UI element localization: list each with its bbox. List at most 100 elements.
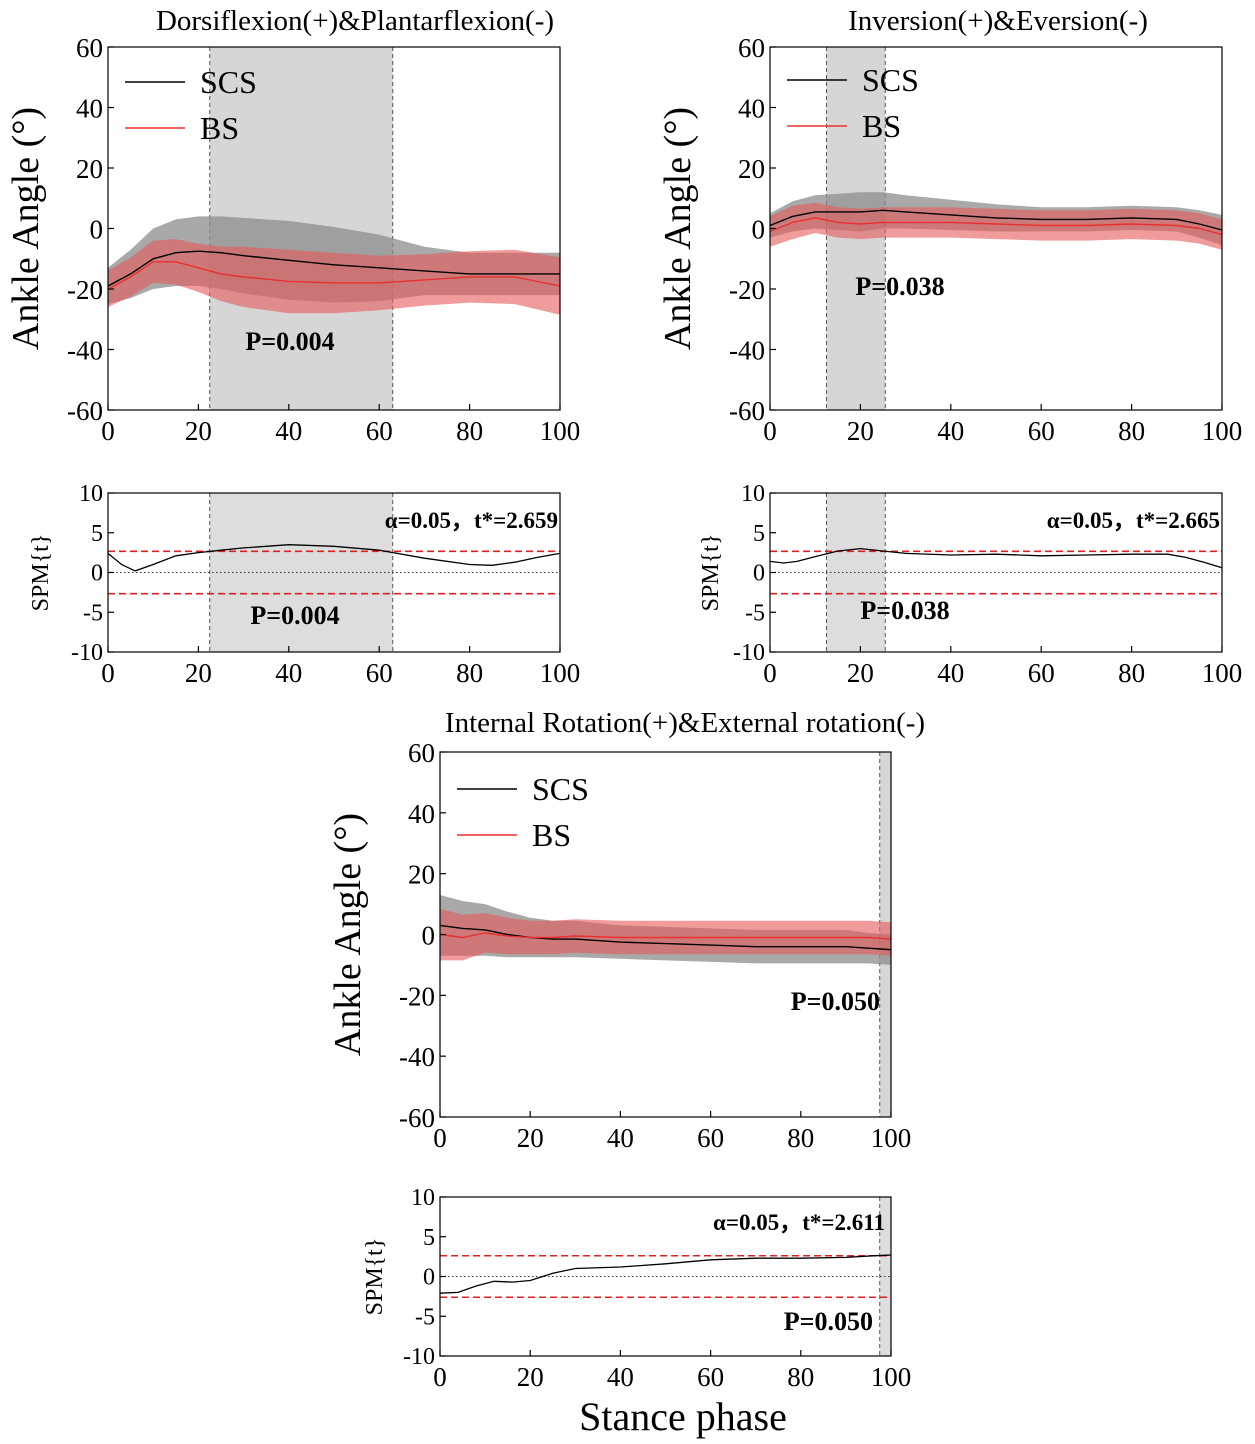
x-tick-label: 20 — [185, 416, 212, 446]
y-tick-label: -20 — [729, 275, 765, 305]
y-tick-label: -40 — [67, 336, 103, 366]
x-tick-label: 80 — [1118, 658, 1145, 688]
p-value-label: P=0.038 — [860, 596, 949, 625]
y-tick-label: 40 — [76, 94, 103, 124]
sd-band-bs — [770, 202, 1222, 250]
x-tick-label: 60 — [1028, 416, 1055, 446]
x-tick-label: 0 — [433, 1362, 447, 1392]
legend-label-bs: BS — [532, 817, 571, 853]
y-tick-label: 5 — [423, 1225, 435, 1251]
chart-title: Dorsiflexion(+)&Plantarflexion(-) — [156, 5, 554, 37]
threshold-label: α=0.05，t*=2.611 — [713, 1210, 885, 1235]
x-tick-label: 20 — [847, 416, 874, 446]
x-tick-label: 40 — [275, 658, 302, 688]
x-tick-label: 40 — [607, 1362, 634, 1392]
y-axis-label: Ankle Angle (°) — [327, 813, 369, 1056]
legend-label-scs: SCS — [200, 64, 257, 100]
threshold-label: α=0.05，t*=2.665 — [1047, 508, 1220, 533]
x-tick-label: 0 — [101, 416, 115, 446]
y-tick-label: 60 — [76, 33, 103, 63]
x-tick-label: 80 — [787, 1362, 814, 1392]
x-tick-label: 60 — [366, 658, 393, 688]
y-tick-label: -40 — [399, 1042, 435, 1072]
p-value-label: P=0.050 — [784, 1307, 873, 1336]
x-tick-label: 40 — [607, 1123, 634, 1153]
y-tick-label: -5 — [83, 600, 103, 626]
ie-angle-panel: SCS BS Inversion(+)&Eversion(-) Ankle Angle… — [657, 5, 1242, 446]
x-tick-label: 100 — [1202, 658, 1243, 688]
y-tick-label: 20 — [408, 860, 435, 890]
y-tick-label: 5 — [753, 521, 765, 547]
y-tick-label: -20 — [399, 981, 435, 1011]
x-tick-label: 40 — [275, 416, 302, 446]
x-tick-label: 20 — [517, 1362, 544, 1392]
x-tick-label: 0 — [763, 658, 777, 688]
x-tick-label: 80 — [787, 1123, 814, 1153]
y-axis-label: Ankle Angle (°) — [657, 107, 699, 350]
y-tick-label: 0 — [90, 215, 104, 245]
p-value-label: P=0.050 — [791, 987, 880, 1016]
ier-angle-panel: SCS BS Internal Rotation(+)&External rotat… — [327, 707, 925, 1153]
y-tick-label: 20 — [76, 154, 103, 184]
x-tick-label: 60 — [697, 1362, 724, 1392]
y-tick-label: 10 — [411, 1185, 435, 1211]
y-tick-label: -10 — [733, 640, 765, 666]
mean-line-scs — [439, 924, 892, 951]
mean-line-bs — [769, 217, 1223, 236]
y-axis-label: SPM{t} — [698, 534, 724, 612]
y-tick-label: 0 — [91, 561, 103, 587]
x-axis-label: Stance phase — [579, 1394, 787, 1439]
y-tick-label: -5 — [415, 1304, 435, 1330]
y-axis-label: Ankle Angle (°) — [5, 107, 47, 350]
y-tick-label: -10 — [71, 640, 103, 666]
spm-curve — [439, 1254, 892, 1294]
y-tick-label: 5 — [91, 521, 103, 547]
y-tick-label: 40 — [738, 94, 765, 124]
y-tick-label: -5 — [745, 600, 765, 626]
y-tick-label: 20 — [738, 154, 765, 184]
p-value-label: P=0.004 — [250, 601, 339, 630]
legend-label-bs: BS — [200, 110, 239, 146]
y-tick-label: 0 — [752, 215, 766, 245]
spm-curve — [107, 544, 561, 572]
y-axis-label: SPM{t} — [28, 534, 54, 612]
mean-line-scs — [107, 250, 560, 287]
legend-label-scs: SCS — [532, 771, 589, 807]
y-tick-label: -60 — [67, 396, 103, 426]
y-tick-label: 0 — [753, 561, 765, 587]
x-tick-label: 60 — [366, 416, 393, 446]
y-tick-label: 10 — [79, 481, 103, 507]
y-tick-label: -10 — [403, 1344, 435, 1370]
x-tick-label: 60 — [697, 1123, 724, 1153]
x-tick-label: 40 — [937, 658, 964, 688]
x-tick-label: 100 — [540, 416, 581, 446]
y-tick-label: 10 — [741, 481, 765, 507]
dp-angle-panel: SCS BS Dorsiflexion(+)&Plantarflexion(-) An… — [5, 5, 580, 446]
x-tick-label: 0 — [101, 658, 115, 688]
y-tick-label: 0 — [423, 1265, 435, 1291]
x-tick-label: 100 — [871, 1123, 912, 1153]
mean-line-bs — [439, 932, 892, 940]
sd-band-bs — [108, 239, 560, 315]
mean-line-scs — [769, 209, 1223, 231]
y-tick-label: 60 — [738, 33, 765, 63]
x-tick-label: 20 — [847, 658, 874, 688]
spm-curve — [769, 547, 1223, 569]
chart-title: Inversion(+)&Eversion(-) — [848, 5, 1148, 37]
x-tick-label: 40 — [937, 416, 964, 446]
y-tick-label: 0 — [422, 921, 436, 951]
y-tick-label: -60 — [399, 1103, 435, 1133]
x-tick-label: 20 — [517, 1123, 544, 1153]
mean-line-bs — [107, 261, 561, 290]
x-tick-label: 100 — [540, 658, 581, 688]
chart-title: Internal Rotation(+)&External rotation(-… — [445, 707, 925, 739]
x-tick-label: 0 — [763, 416, 777, 446]
p-value-label: P=0.038 — [855, 272, 944, 301]
sd-band-bs — [440, 908, 891, 961]
y-tick-label: -40 — [729, 336, 765, 366]
x-tick-label: 100 — [1202, 416, 1243, 446]
y-tick-label: -20 — [67, 275, 103, 305]
